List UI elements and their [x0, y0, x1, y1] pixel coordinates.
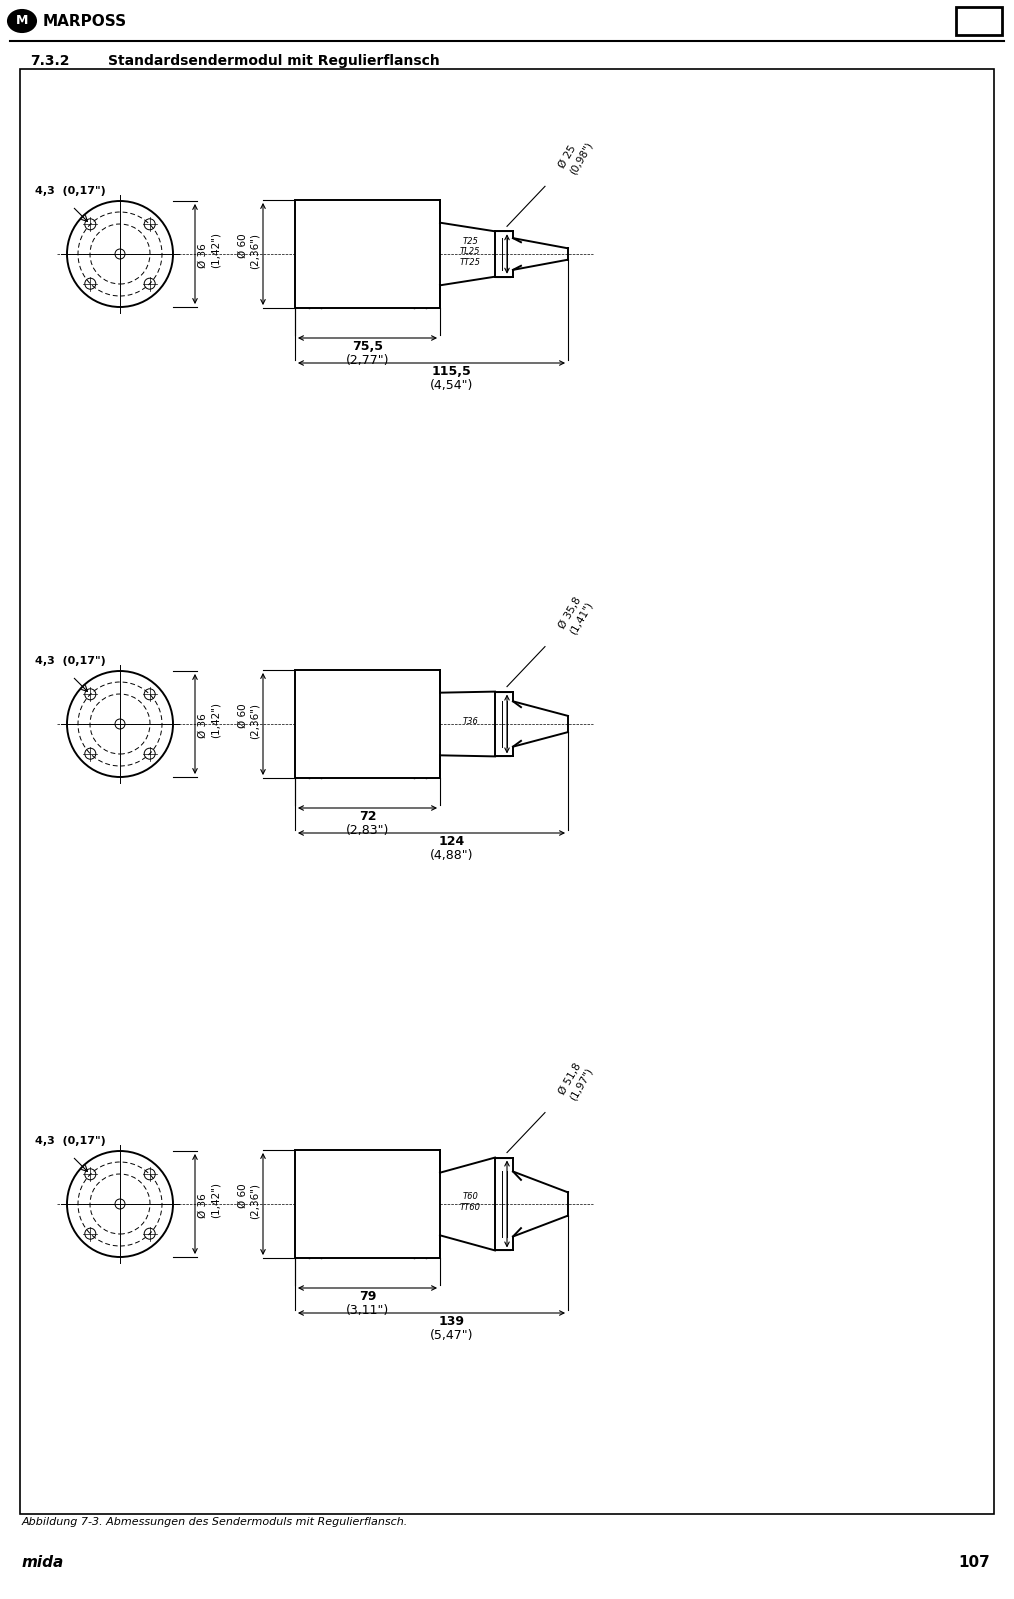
Text: Ø 25
(0,98"): Ø 25 (0,98") — [557, 134, 594, 176]
Bar — [295, 1150, 440, 1258]
Text: D: D — [968, 10, 990, 34]
Bar — [295, 200, 440, 309]
Text: mida: mida — [22, 1554, 64, 1570]
Text: (5,47"): (5,47") — [430, 1329, 474, 1342]
Text: MARPOSS: MARPOSS — [43, 13, 127, 29]
Text: T25
TL25
TT25: T25 TL25 TT25 — [459, 237, 481, 267]
Bar — [956, 6, 1002, 35]
Text: 72: 72 — [359, 811, 376, 823]
Text: (2,77"): (2,77") — [346, 353, 389, 368]
Text: T36: T36 — [462, 718, 479, 726]
Text: 139: 139 — [438, 1314, 464, 1329]
Text: Ø 36
(1,42"): Ø 36 (1,42") — [198, 232, 220, 269]
Text: Ø 60
(2,36"): Ø 60 (2,36") — [237, 233, 260, 269]
Ellipse shape — [8, 10, 37, 32]
Text: (2,83"): (2,83") — [346, 823, 389, 836]
Text: 4,3  (0,17"): 4,3 (0,17") — [34, 187, 105, 197]
Text: 107: 107 — [958, 1554, 990, 1570]
Text: T60
TT60: T60 TT60 — [459, 1193, 481, 1212]
Text: 79: 79 — [359, 1290, 376, 1303]
Text: 7.3.2: 7.3.2 — [30, 54, 70, 69]
Text: Ø 36
(1,42"): Ø 36 (1,42") — [198, 702, 220, 739]
Text: 75,5: 75,5 — [352, 341, 383, 353]
Text: Ø 60
(2,36"): Ø 60 (2,36") — [237, 1183, 260, 1218]
Text: (4,88"): (4,88") — [430, 849, 474, 862]
Text: Standardsendermodul mit Regulierflansch: Standardsendermodul mit Regulierflansch — [108, 54, 440, 69]
Text: 4,3  (0,17"): 4,3 (0,17") — [34, 1137, 105, 1146]
Bar — [295, 670, 440, 779]
Text: 115,5: 115,5 — [432, 365, 472, 377]
Text: Ø 36
(1,42"): Ø 36 (1,42") — [198, 1182, 220, 1218]
Text: 124: 124 — [438, 835, 464, 847]
Text: Abbildung 7-3. Abmessungen des Sendermoduls mit Regulierflansch.: Abbildung 7-3. Abmessungen des Sendermod… — [22, 1517, 409, 1527]
Text: (4,54"): (4,54") — [430, 379, 474, 392]
Text: M: M — [16, 14, 28, 27]
Text: 4,3  (0,17"): 4,3 (0,17") — [34, 656, 105, 667]
Text: Ø 35,8
(1,41"): Ø 35,8 (1,41") — [557, 595, 594, 636]
Text: Ø 51,8
(1,97"): Ø 51,8 (1,97") — [557, 1060, 594, 1103]
Text: (3,11"): (3,11") — [346, 1305, 389, 1318]
Text: Ø 60
(2,36"): Ø 60 (2,36") — [237, 704, 260, 739]
